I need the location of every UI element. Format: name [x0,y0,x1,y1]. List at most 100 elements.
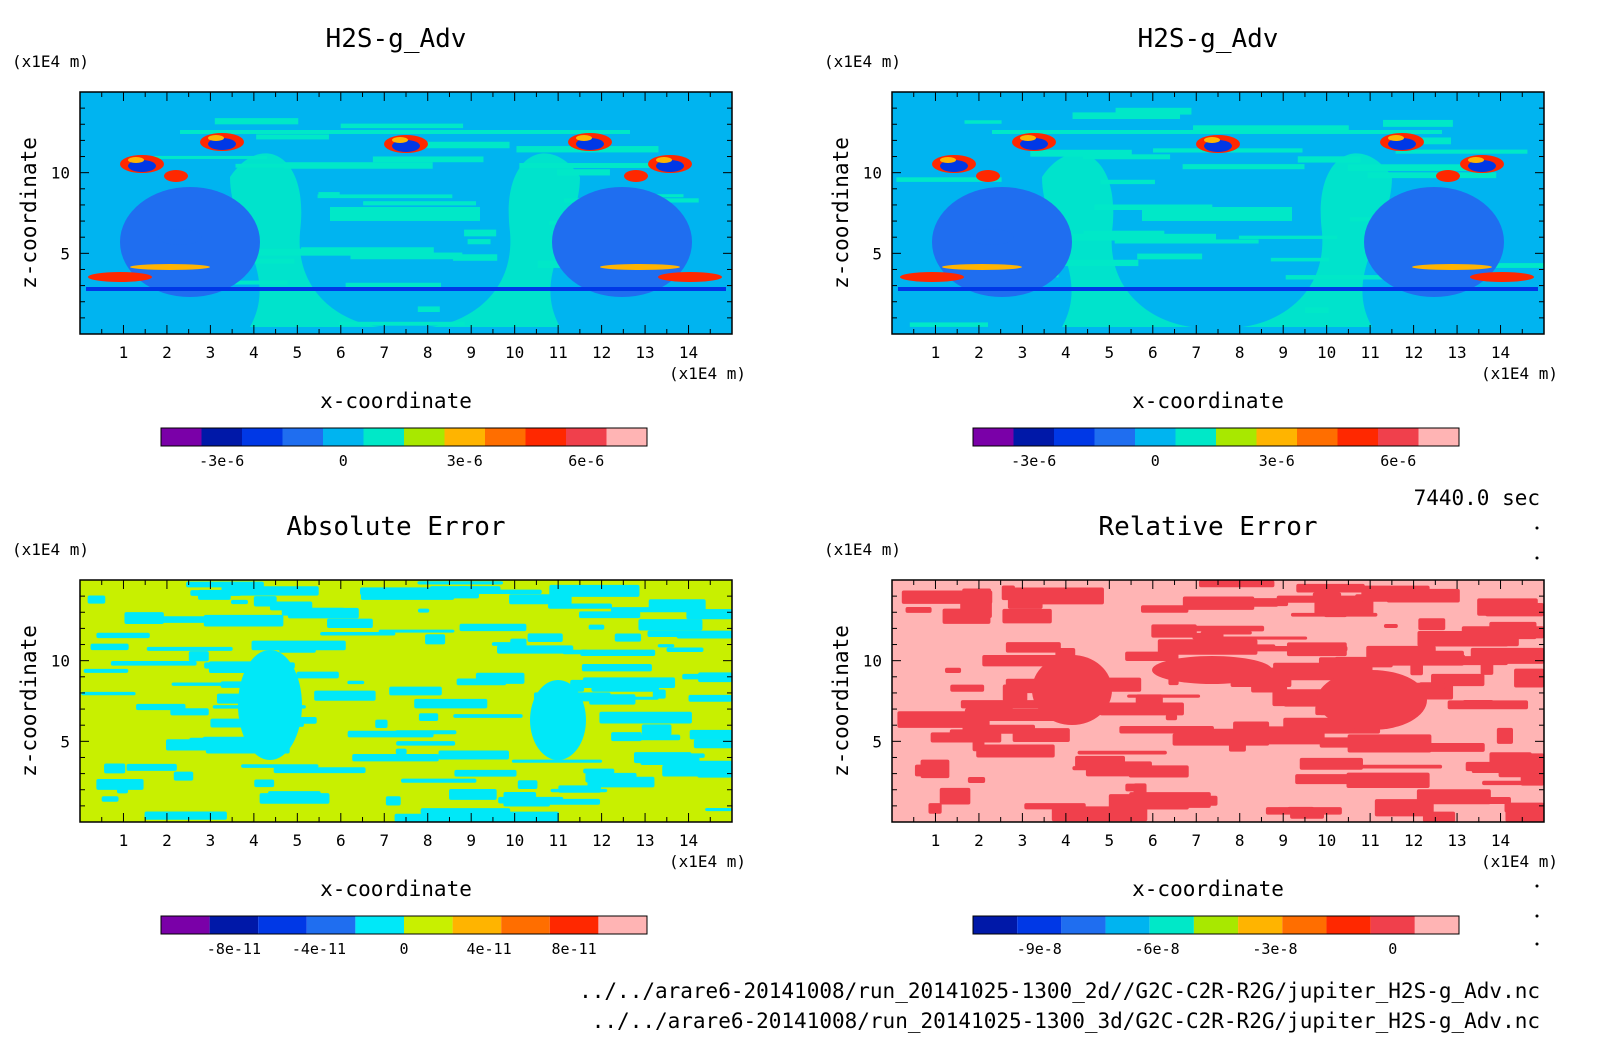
x-tick-label: 12 [1404,831,1423,850]
colorbar-swatch [1378,428,1419,446]
colorbar-swatch [973,916,1018,934]
x-tick-label: 12 [1404,343,1423,362]
colorbar-frame [972,915,1460,935]
colorbar-swatch [1105,916,1150,934]
colorbar-swatch [973,428,1014,446]
y-tick-label: 5 [872,732,882,751]
x-tick-label: 8 [423,831,433,850]
colorbar: -8e-11 -4e-11 0 4e-11 8e-11 [160,915,648,958]
x-tick-label: 11 [1361,343,1380,362]
colorbar-swatch [1326,916,1371,934]
x-tick-label: 3 [1018,343,1028,362]
colorbar-frame [972,427,1460,447]
colorbar-swatch [525,428,566,446]
x-tick-label: 13 [1447,831,1466,850]
dot-mark [1535,914,1539,918]
colorbar-swatch [1370,916,1415,934]
panel-title: Relative Error [1098,512,1317,542]
heatmap-field [892,580,1544,822]
colorbar-tick-label: -9e-8 [1017,940,1062,958]
colorbar-swatch [1149,916,1194,934]
x-tick-label: 10 [505,831,524,850]
x-tick-label: 7 [1191,343,1201,362]
colorbar-swatch [404,428,445,446]
colorbar-tick-label: 8e-11 [552,940,597,958]
colorbar-swatch [1193,916,1239,934]
x-tick-label: 3 [1018,831,1028,850]
colorbar-tick-label: 0 [339,452,348,470]
colorbar-swatch [1061,916,1106,934]
x-tick-label: 3 [206,343,216,362]
colorbar-swatch [501,916,550,934]
x-tick-label: 9 [466,343,476,362]
y-tick-label: 10 [863,652,882,671]
colorbar-swatch [485,428,526,446]
colorbar-swatch [444,428,485,446]
colorbar-tick-label: 6e-6 [1380,452,1416,470]
y-tick-label: 5 [872,244,882,263]
x-tick-label: 5 [1105,831,1115,850]
file-path-2d: ../../arare6-20141008/run_20141025-1300_… [579,979,1540,1003]
x-tick-label: 11 [1361,831,1380,850]
colorbar-swatch [1337,428,1378,446]
colorbar-tick-label: -3e-8 [1252,940,1297,958]
colorbar-swatch [1017,916,1062,934]
x-axis-label: x-coordinate [1132,877,1284,901]
colorbar-swatch [606,428,647,446]
x-tick-label: 4 [249,343,259,362]
colorbar-swatch [1175,428,1216,446]
x-axis-label: x-coordinate [320,389,472,413]
y-unit-label: (x1E4 m) [12,52,89,71]
panel-title: H2S-g_Adv [326,24,467,54]
colorbar-swatch [161,916,210,934]
x-tick-label: 9 [466,831,476,850]
y-tick-label: 10 [863,164,882,183]
heatmap-field [80,580,732,822]
colorbar-tick-label: 0 [399,940,408,958]
colorbar-swatch [549,916,599,934]
x-axis-label: x-coordinate [1132,389,1284,413]
colorbar-swatch [323,428,364,446]
colorbar-swatch [1013,428,1054,446]
colorbar-swatch [355,916,404,934]
colorbar-swatch [1135,428,1176,446]
x-tick-label: 9 [1278,343,1288,362]
x-tick-label: 13 [635,343,654,362]
y-axis-label: z-coordinate [829,137,853,289]
colorbar-tick-label: -6e-8 [1135,940,1180,958]
x-tick-label: 6 [336,343,346,362]
x-tick-label: 1 [119,343,129,362]
colorbar-swatch [1238,916,1283,934]
x-tick-label: 2 [974,343,984,362]
x-tick-label: 14 [679,343,698,362]
colorbar-tick-label: 0 [1151,452,1160,470]
y-axis-label: z-coordinate [17,137,41,289]
y-axis-label: z-coordinate [829,625,853,777]
colorbar-swatch [306,916,356,934]
colorbar: -3e-6 0 3e-6 6e-6 [160,427,648,470]
x-tick-label: 7 [379,831,389,850]
x-tick-label: 7 [1191,831,1201,850]
x-tick-label: 11 [549,831,568,850]
x-tick-label: 3 [206,831,216,850]
panel-2: H2S-g_Adv(x1E4 m)(x1E4 m)1 2 3 4 5 6 7 8 9 10 11 12… [824,24,1558,470]
y-tick-label: 10 [51,652,70,671]
x-tick-label: 4 [1061,831,1071,850]
dot-mark [1535,942,1539,946]
x-tick-label: 1 [931,831,941,850]
y-axis-label: z-coordinate [17,625,41,777]
colorbar-tick-label: 3e-6 [447,452,483,470]
colorbar-swatch [598,916,647,934]
dot-mark [1535,556,1539,560]
colorbar: -9e-8 -6e-8 -3e-8 0 [972,915,1460,958]
colorbar-swatch [1418,428,1459,446]
colorbar-swatch [1414,916,1459,934]
colorbar-swatch [201,428,242,446]
colorbar-swatch [404,916,453,934]
x-tick-label: 5 [293,343,303,362]
dot-mark [1535,884,1539,888]
x-tick-label: 14 [679,831,698,850]
x-unit-label: (x1E4 m) [1481,852,1558,871]
colorbar-swatch [452,916,502,934]
